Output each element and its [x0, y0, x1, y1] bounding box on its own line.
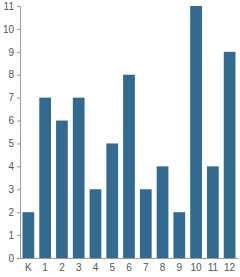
y-tick: 3 — [8, 184, 20, 195]
x-tick: 4 — [93, 258, 99, 273]
bar — [106, 143, 118, 258]
y-tick-label: 2 — [8, 207, 14, 218]
bar — [23, 212, 35, 258]
y-tick-mark — [17, 52, 20, 53]
bar — [207, 166, 219, 258]
x-tick-label: 10 — [191, 262, 203, 273]
y-tick-label: 10 — [3, 24, 15, 35]
x-tick: K — [25, 258, 32, 273]
x-tick-label: 7 — [143, 262, 149, 273]
x-tick: 11 — [208, 258, 219, 273]
y-tick: 4 — [8, 161, 20, 172]
y-tick: 2 — [8, 207, 20, 218]
y-tick-mark — [17, 98, 20, 99]
bar — [73, 98, 85, 258]
x-tick-label: K — [25, 262, 32, 273]
y-tick-label: 8 — [8, 69, 14, 80]
x-tick: 10 — [191, 258, 203, 273]
x-axis: K123456789101112 — [21, 258, 239, 273]
x-tick-label: 9 — [177, 262, 183, 273]
bar — [140, 189, 152, 258]
y-tick-mark — [17, 143, 20, 144]
x-axis-line — [21, 258, 239, 259]
x-tick-label: 11 — [208, 262, 219, 273]
y-tick-label: 1 — [8, 230, 14, 241]
y-tick-mark — [17, 235, 20, 236]
bar — [123, 75, 135, 258]
bar — [157, 166, 169, 258]
y-tick-label: 0 — [8, 253, 14, 264]
y-tick-mark — [17, 166, 20, 167]
x-tick-label: 12 — [224, 262, 236, 273]
y-tick: 7 — [8, 92, 20, 103]
y-tick-mark — [17, 212, 20, 213]
chart-container: 01234567891011K123456789101112 — [0, 0, 240, 277]
x-tick: 8 — [160, 258, 166, 273]
x-tick: 12 — [224, 258, 236, 273]
x-tick: 3 — [76, 258, 82, 273]
x-tick-label: 1 — [42, 262, 48, 273]
y-tick-label: 5 — [8, 138, 14, 149]
y-tick-label: 9 — [8, 47, 14, 58]
bar — [224, 52, 236, 258]
y-tick-label: 7 — [8, 92, 14, 103]
y-tick-mark — [17, 258, 20, 259]
bar — [190, 6, 202, 258]
y-tick: 1 — [8, 230, 20, 241]
x-tick-label: 5 — [109, 262, 115, 273]
y-tick-mark — [17, 189, 20, 190]
y-tick-label: 4 — [8, 161, 14, 172]
bar — [39, 98, 51, 258]
x-tick-label: 2 — [59, 262, 65, 273]
y-axis: 0 1 2 3 4 5 6 7 8 9 10 11 — [3, 1, 21, 264]
y-tick: 9 — [8, 47, 20, 58]
bar — [90, 189, 102, 258]
bars — [23, 6, 236, 258]
y-tick-label: 3 — [8, 184, 14, 195]
x-tick-label: 6 — [126, 262, 132, 273]
y-tick: 10 — [3, 24, 20, 35]
y-tick-label: 11 — [4, 1, 15, 12]
x-tick-label: 4 — [93, 262, 99, 273]
y-tick: 0 — [8, 253, 20, 264]
x-tick: 2 — [59, 258, 65, 273]
y-tick-label: 6 — [8, 115, 14, 126]
x-tick: 6 — [126, 258, 132, 273]
y-tick-mark — [17, 29, 20, 30]
x-tick: 1 — [42, 258, 48, 273]
y-tick: 8 — [8, 69, 20, 80]
y-axis-line — [17, 7, 21, 259]
y-tick: 11 — [4, 1, 20, 12]
y-tick-mark — [17, 121, 20, 122]
y-tick-mark — [17, 6, 20, 7]
y-tick: 5 — [8, 138, 20, 149]
x-tick: 9 — [177, 258, 183, 273]
x-tick: 5 — [109, 258, 115, 273]
bar — [173, 212, 185, 258]
bar — [56, 121, 68, 258]
y-tick-mark — [17, 75, 20, 76]
x-tick-label: 8 — [160, 262, 166, 273]
x-tick: 7 — [143, 258, 149, 273]
chart-svg: 01234567891011K123456789101112 — [0, 0, 240, 277]
x-tick-label: 3 — [76, 262, 82, 273]
y-tick: 6 — [8, 115, 20, 126]
plot: 01234567891011K123456789101112 — [3, 1, 239, 273]
